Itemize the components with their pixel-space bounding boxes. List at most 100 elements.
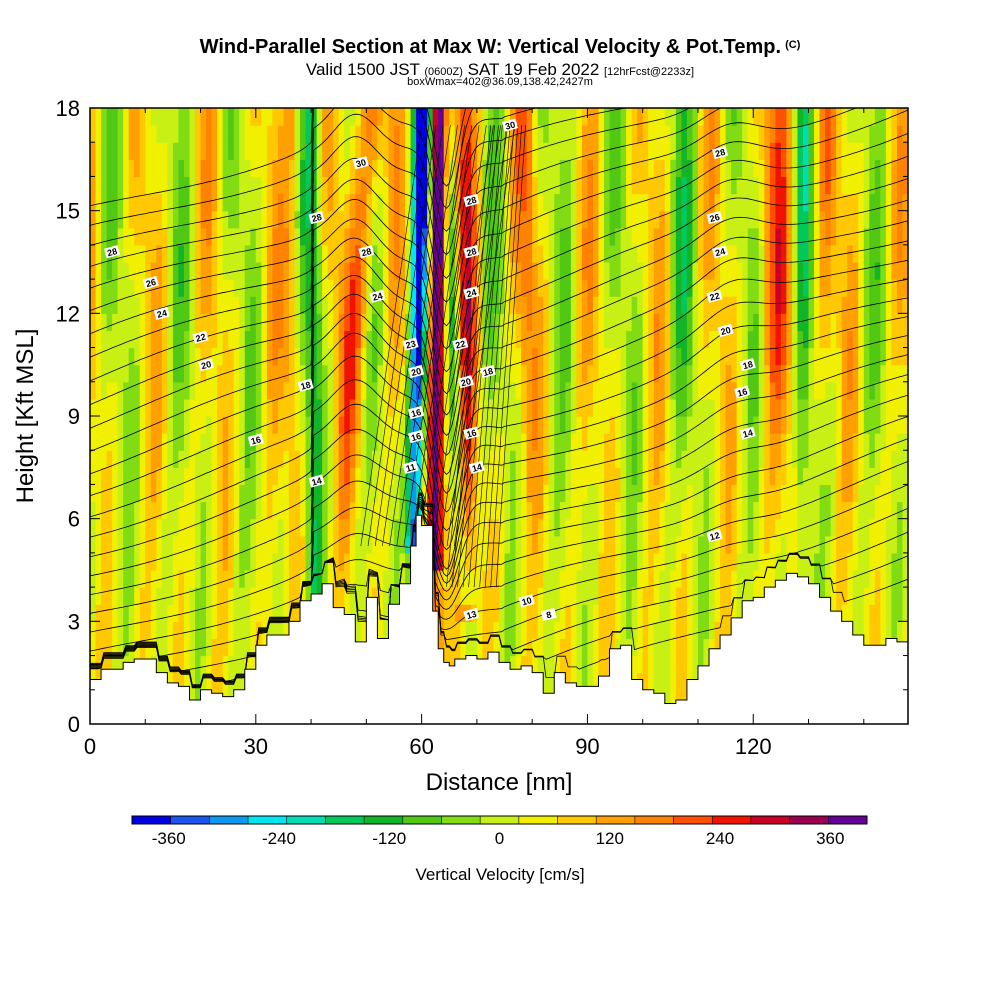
field-cell (432, 398, 439, 417)
field-cell (178, 416, 185, 434)
field-cell (714, 279, 721, 297)
field-cell (200, 672, 207, 691)
field-cell (609, 638, 616, 657)
field-cell (206, 210, 213, 229)
field-cell (592, 125, 600, 143)
field-cell (228, 347, 235, 366)
field-cell (670, 518, 677, 537)
field-cell (631, 638, 638, 657)
field-cell (802, 364, 810, 383)
field-cell (626, 535, 633, 554)
field-cell (150, 570, 157, 588)
field-cell (239, 501, 246, 520)
field-cell (681, 655, 688, 674)
field-cell (504, 227, 511, 246)
field-cell (703, 484, 710, 503)
field-cell (211, 450, 218, 468)
field-cell (642, 279, 649, 297)
field-cell (626, 347, 633, 366)
field-cell (228, 535, 235, 554)
field-cell (482, 330, 489, 349)
field-cell (747, 227, 754, 246)
field-cell (277, 484, 285, 503)
field-cell (189, 347, 196, 366)
field-cell (581, 587, 589, 605)
field-cell (112, 347, 119, 366)
field-cell (604, 484, 611, 503)
field-cell (736, 125, 743, 143)
field-cell (631, 159, 638, 178)
field-cell (626, 279, 633, 297)
field-cell (272, 347, 279, 366)
field-cell (200, 587, 207, 605)
field-cell (405, 244, 412, 263)
field-cell (521, 587, 528, 605)
field-cell (559, 381, 566, 400)
field-cell (753, 535, 760, 554)
field-cell (117, 279, 124, 297)
field-cell (637, 125, 644, 143)
field-cell (211, 108, 218, 126)
field-cell (653, 210, 660, 229)
field-cell (128, 193, 135, 212)
field-cell (791, 450, 799, 468)
field-cell (327, 296, 334, 314)
field-cell (150, 176, 157, 195)
field-cell (731, 125, 738, 143)
field-cell (598, 501, 605, 520)
field-cell (510, 330, 517, 349)
field-cell (697, 433, 705, 451)
field-cell (239, 364, 246, 383)
field-cell (101, 587, 108, 605)
field-cell (333, 210, 340, 229)
field-cell (250, 296, 257, 314)
field-cell (388, 484, 395, 503)
field-cell (686, 655, 694, 674)
field-cell (161, 621, 168, 640)
field-cell (714, 570, 721, 588)
field-cell (454, 381, 461, 400)
field-cell (327, 518, 334, 537)
field-cell (432, 279, 439, 297)
field-cell (786, 467, 793, 486)
field-cell (112, 330, 119, 349)
field-cell (675, 193, 682, 212)
field-cell (471, 484, 478, 503)
field-cell (543, 244, 550, 263)
field-cell (753, 398, 760, 417)
field-cell (731, 193, 738, 212)
field-cell (200, 398, 207, 417)
field-cell (410, 467, 417, 486)
field-cell (797, 484, 804, 503)
field-cell (504, 176, 511, 195)
field-cell (344, 570, 351, 588)
field-cell (714, 552, 721, 571)
field-cell (311, 279, 318, 297)
field-cell (504, 125, 511, 143)
field-cell (802, 193, 810, 212)
field-cell (90, 313, 97, 332)
field-cell (581, 535, 589, 554)
field-cell (360, 552, 367, 571)
field-cell (631, 313, 638, 332)
field-cell (355, 142, 362, 160)
field-cell (90, 125, 97, 143)
field-cell (90, 381, 97, 400)
field-cell (631, 552, 638, 571)
field-cell (648, 570, 655, 588)
field-cell (393, 450, 401, 468)
field-cell (449, 125, 456, 143)
field-cell (471, 364, 478, 383)
field-cell (532, 108, 539, 126)
field-cell (178, 604, 185, 622)
field-cell (637, 450, 644, 468)
field-cell (239, 313, 246, 332)
field-cell (664, 142, 671, 160)
field-cell (311, 364, 318, 383)
field-cell (228, 416, 235, 434)
field-cell (786, 484, 793, 503)
field-cell (709, 347, 716, 366)
field-cell (399, 416, 406, 434)
field-cell (521, 621, 528, 640)
field-cell (217, 381, 224, 400)
